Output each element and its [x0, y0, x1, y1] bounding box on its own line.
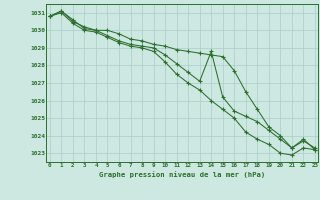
X-axis label: Graphe pression niveau de la mer (hPa): Graphe pression niveau de la mer (hPa) [99, 171, 266, 178]
